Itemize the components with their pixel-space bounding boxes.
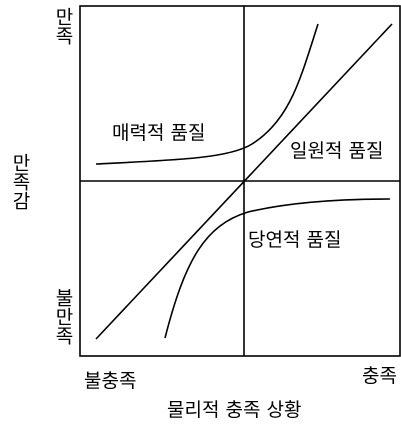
must-be-quality-curve	[165, 199, 390, 338]
one-dimensional-quality-label: 일원적 품질	[290, 142, 383, 161]
x-axis-right-label: 충족	[362, 367, 397, 386]
y-axis-title: 만족감	[10, 153, 29, 210]
y-axis-bottom-label: 불만족	[53, 288, 72, 345]
y-axis-top-label: 만족	[53, 7, 72, 45]
must-be-quality-label: 당연적 품질	[248, 231, 341, 250]
x-axis-title: 물리적 충족 상황	[167, 401, 301, 420]
x-axis-left-label: 불충족	[84, 372, 136, 391]
attractive-quality-label: 매력적 품질	[112, 124, 205, 143]
